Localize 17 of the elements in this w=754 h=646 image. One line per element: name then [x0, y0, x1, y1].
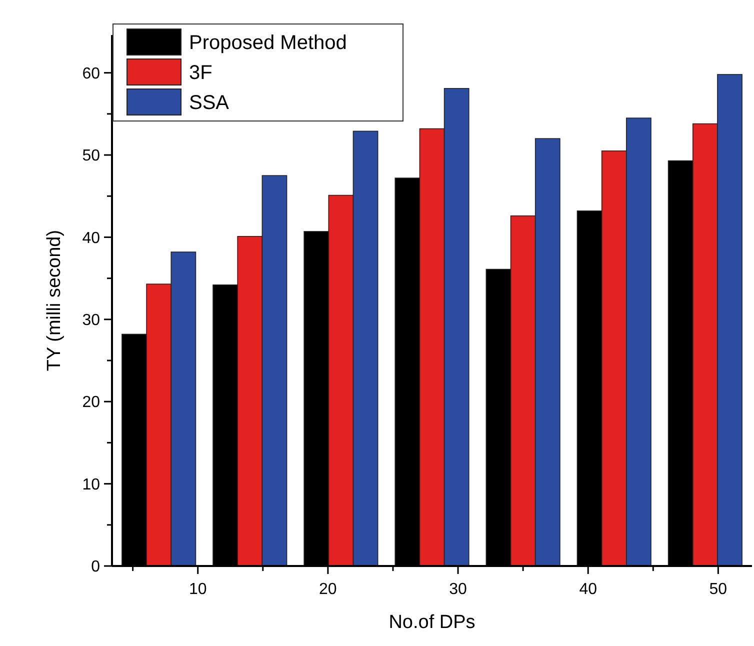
y-tick-label: 30 — [82, 312, 100, 330]
x-tick-label: 50 — [709, 581, 728, 598]
x-tick-label: 20 — [319, 581, 337, 598]
y-tick-label: 20 — [82, 394, 100, 412]
x-axis-title: No.of DPs — [388, 612, 476, 633]
legend-label: Proposed Method — [189, 32, 347, 54]
y-tick-label: 60 — [82, 65, 100, 82]
legend-label: 3F — [189, 62, 212, 84]
y-tick-label: 0 — [91, 558, 100, 576]
y-tick-label: 40 — [82, 230, 100, 247]
y-axis-title: TY (milli second) — [44, 230, 65, 372]
legend-label: SSA — [189, 92, 230, 114]
y-tick-label: 50 — [82, 148, 100, 165]
x-tick-label: 30 — [449, 581, 468, 598]
x-tick-label: 40 — [579, 581, 598, 598]
x-tick-label: 10 — [188, 581, 207, 598]
y-tick-label: 10 — [82, 476, 100, 494]
